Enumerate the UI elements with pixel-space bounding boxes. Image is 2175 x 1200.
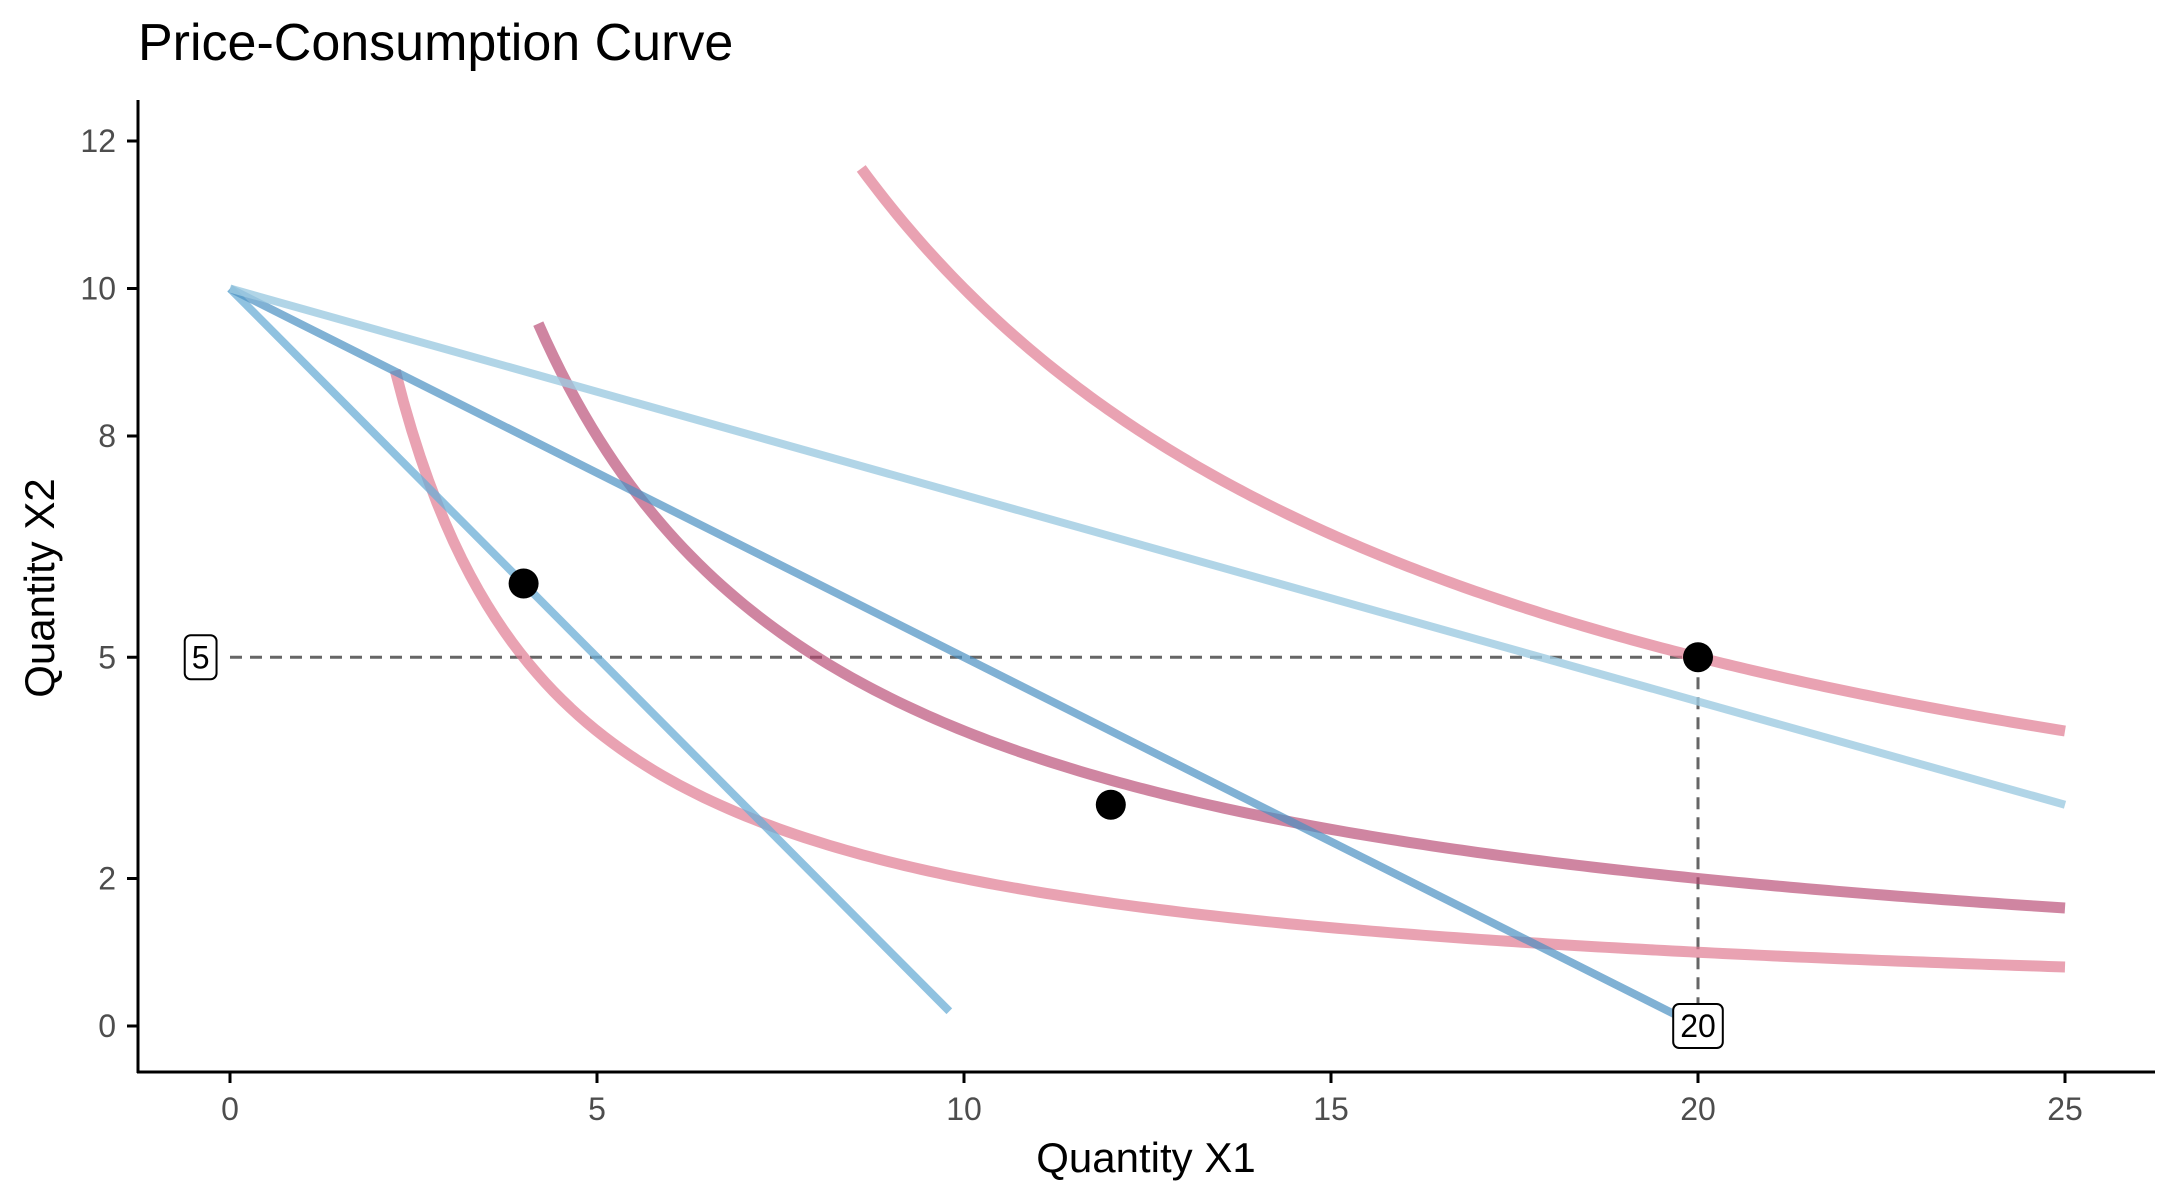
annotation-box-0 [183,634,218,681]
y-tick-label-12: 12 [80,123,116,159]
indifference-curve-2 [856,165,2066,737]
y-tick-label-8: 8 [98,418,116,454]
optimum-point-0 [508,568,539,599]
optimum-point-2 [1683,642,1713,673]
x-tick-label-20: 20 [1680,1091,1716,1127]
x-tick-label-15: 15 [1313,1091,1349,1127]
plot-area: 5 20 [183,165,2067,1049]
x-tick-label-25: 25 [2047,1091,2083,1127]
annotation-0: 5 [183,634,218,681]
y-tick-label-10: 10 [80,271,116,307]
indifference-curve-0 [389,369,2066,973]
x-tick-label-5: 5 [588,1091,606,1127]
budget-line-1 [228,284,1678,1019]
y-tick-label-5: 5 [98,639,116,675]
y-tick-label-2: 2 [98,861,116,897]
annotation-label-0: 5 [192,639,210,675]
chart-title: Price-Consumption Curve [138,14,733,72]
annotation-box-1 [1672,1003,1724,1049]
x-tick-label-10: 10 [946,1091,982,1127]
y-tick-label-0: 0 [98,1008,116,1044]
y-axis-title: Quantity X2 [16,478,63,697]
x-tick-label-0: 0 [221,1091,239,1127]
annotation-label-1: 20 [1680,1008,1716,1044]
annotation-1: 20 [1672,1003,1724,1049]
x-axis-title: Quantity X1 [1036,1134,1255,1181]
budget-line-0 [227,285,953,1015]
optimum-point-1 [1095,789,1126,820]
budget-line-2 [228,284,2067,809]
